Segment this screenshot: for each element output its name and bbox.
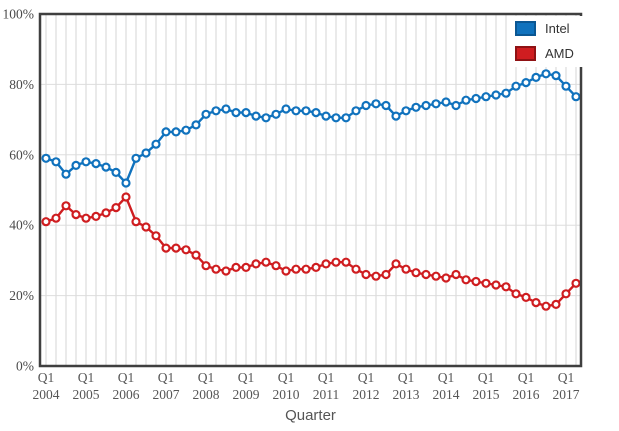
x-tick-label-year: 2015 bbox=[473, 387, 500, 402]
x-tick-label-quarter: Q1 bbox=[38, 370, 55, 385]
x-tick-label-year: 2008 bbox=[193, 387, 220, 402]
x-tick-label-year: 2006 bbox=[113, 387, 140, 402]
x-tick-label-quarter: Q1 bbox=[478, 370, 495, 385]
x-tick-label-quarter: Q1 bbox=[198, 370, 215, 385]
x-tick-label-year: 2012 bbox=[353, 387, 380, 402]
x-tick-label-year: 2017 bbox=[553, 387, 580, 402]
legend-item-intel: Intel bbox=[515, 21, 574, 36]
y-tick-label: 20% bbox=[9, 288, 34, 303]
y-tick-label: 0% bbox=[16, 359, 34, 374]
amd-markers bbox=[41, 192, 581, 311]
y-tick-labels: 0% 20% 40% 60% 80% 100% bbox=[3, 7, 35, 374]
y-tick-label: 60% bbox=[9, 147, 34, 162]
y-tick-label: 100% bbox=[3, 7, 35, 22]
y-tick-label: 40% bbox=[9, 218, 34, 233]
gridlines bbox=[40, 14, 581, 366]
x-tick-label-year: 2007 bbox=[153, 387, 180, 402]
y-tick-label: 80% bbox=[9, 77, 34, 92]
x-tick-label-quarter: Q1 bbox=[278, 370, 295, 385]
x-tick-label-year: 2016 bbox=[513, 387, 540, 402]
x-tick-label-year: 2005 bbox=[73, 387, 100, 402]
intel-swatch bbox=[515, 21, 536, 36]
amd-legend-label: AMD bbox=[545, 46, 574, 61]
x-tick-label-quarter: Q1 bbox=[398, 370, 415, 385]
x-tick-label-quarter: Q1 bbox=[358, 370, 375, 385]
x-tick-label-quarter: Q1 bbox=[558, 370, 575, 385]
legend: Intel AMD bbox=[507, 16, 584, 67]
legend-item-amd: AMD bbox=[515, 46, 574, 61]
x-tick-label-year: 2014 bbox=[433, 387, 460, 402]
amd-swatch bbox=[515, 46, 536, 61]
intel-markers bbox=[41, 69, 581, 188]
intel-legend-label: Intel bbox=[545, 21, 570, 36]
x-tick-label-year: 2013 bbox=[393, 387, 420, 402]
x-tick-label-quarter: Q1 bbox=[238, 370, 255, 385]
x-tick-label-quarter: Q1 bbox=[518, 370, 535, 385]
x-tick-label-quarter: Q1 bbox=[118, 370, 135, 385]
x-tick-label-year: 2004 bbox=[33, 387, 60, 402]
plot-border bbox=[38, 12, 583, 368]
x-tick-label-quarter: Q1 bbox=[158, 370, 175, 385]
x-tick-label-year: 2011 bbox=[313, 387, 340, 402]
x-tick-label-quarter: Q1 bbox=[318, 370, 335, 385]
x-tick-label-year: 2010 bbox=[273, 387, 300, 402]
x-tick-label-quarter: Q1 bbox=[78, 370, 95, 385]
x-tick-label-year: 2009 bbox=[233, 387, 260, 402]
x-tick-labels: Q1 2004 Q1 2005 Q1 2006 Q1 2007 Q1 2008 Q1 2009 Q1 20… bbox=[33, 370, 580, 402]
x-tick-label-quarter: Q1 bbox=[438, 370, 455, 385]
x-axis-title: Quarter bbox=[285, 407, 336, 424]
